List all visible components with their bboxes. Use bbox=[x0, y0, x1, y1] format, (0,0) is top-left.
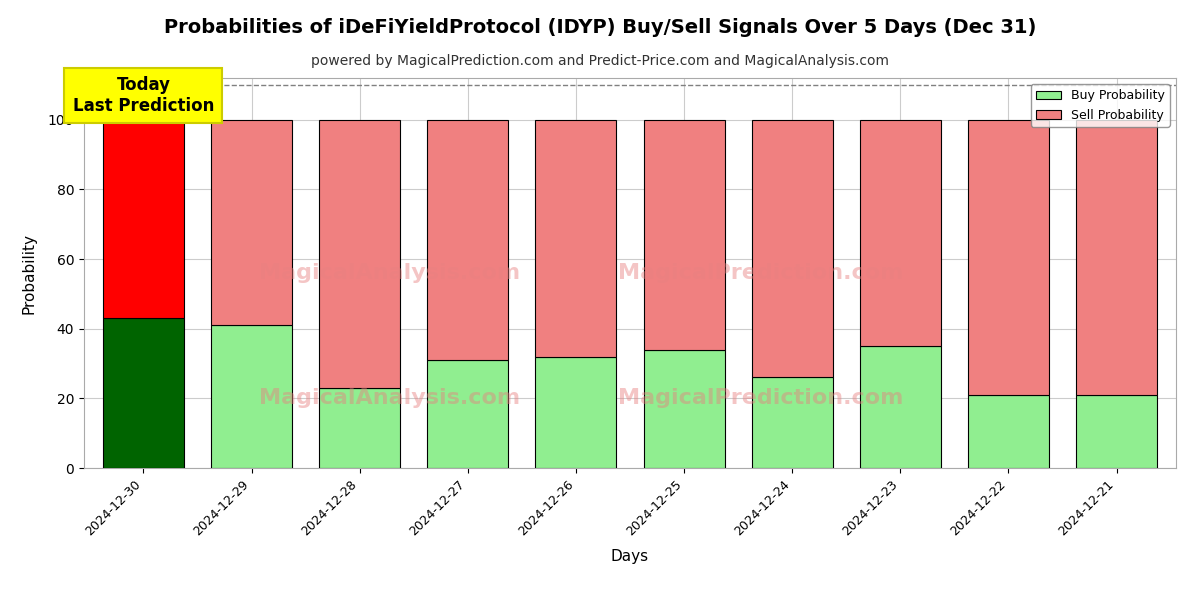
Bar bbox=[643, 350, 725, 468]
Text: Today
Last Prediction: Today Last Prediction bbox=[73, 76, 214, 115]
Text: powered by MagicalPrediction.com and Predict-Price.com and MagicalAnalysis.com: powered by MagicalPrediction.com and Pre… bbox=[311, 54, 889, 68]
Text: MagicalAnalysis.com: MagicalAnalysis.com bbox=[259, 263, 521, 283]
Text: MagicalAnalysis.com: MagicalAnalysis.com bbox=[259, 388, 521, 408]
Bar bbox=[751, 120, 833, 377]
Bar bbox=[968, 120, 1049, 395]
Y-axis label: Probability: Probability bbox=[22, 232, 37, 313]
Bar bbox=[211, 325, 292, 468]
Legend: Buy Probability, Sell Probability: Buy Probability, Sell Probability bbox=[1031, 84, 1170, 127]
Bar bbox=[535, 120, 617, 356]
Text: Probabilities of iDeFiYieldProtocol (IDYP) Buy/Sell Signals Over 5 Days (Dec 31): Probabilities of iDeFiYieldProtocol (IDY… bbox=[164, 18, 1036, 37]
Bar bbox=[859, 346, 941, 468]
Bar bbox=[427, 120, 509, 360]
Bar bbox=[751, 377, 833, 468]
Bar bbox=[859, 120, 941, 346]
Bar bbox=[211, 120, 292, 325]
Text: MagicalPrediction.com: MagicalPrediction.com bbox=[618, 388, 904, 408]
Bar bbox=[427, 360, 509, 468]
Bar bbox=[1076, 395, 1157, 468]
Bar bbox=[1076, 120, 1157, 395]
Bar bbox=[103, 120, 184, 318]
X-axis label: Days: Days bbox=[611, 549, 649, 564]
Bar bbox=[968, 395, 1049, 468]
Bar bbox=[535, 356, 617, 468]
Bar bbox=[103, 318, 184, 468]
Bar bbox=[319, 120, 401, 388]
Bar bbox=[643, 120, 725, 350]
Bar bbox=[319, 388, 401, 468]
Text: MagicalPrediction.com: MagicalPrediction.com bbox=[618, 263, 904, 283]
